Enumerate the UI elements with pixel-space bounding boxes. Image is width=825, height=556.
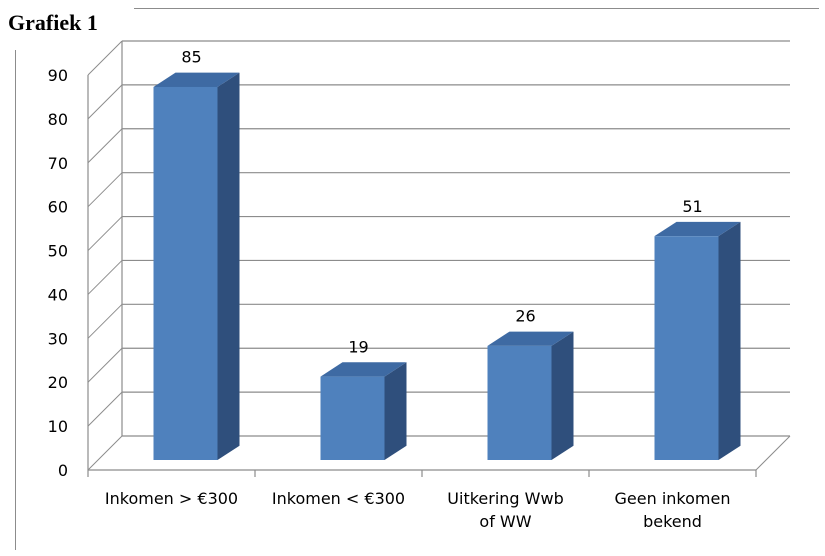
bar-top bbox=[153, 72, 240, 87]
y-tick-label: 80 bbox=[48, 110, 68, 129]
x-category-label: Geen inkomen bekend bbox=[615, 489, 731, 531]
gridline-depth bbox=[87, 40, 123, 76]
bar-top bbox=[320, 362, 407, 377]
gridline-depth bbox=[87, 172, 123, 208]
y-tick-label: 20 bbox=[48, 373, 68, 392]
chart-title: Grafiek 1 bbox=[8, 10, 98, 35]
y-tick-label: 60 bbox=[48, 198, 68, 217]
floor-right-edge bbox=[755, 435, 791, 471]
y-tick-label: 40 bbox=[48, 285, 68, 304]
y-tick-label: 70 bbox=[48, 154, 68, 173]
gridline-depth bbox=[87, 216, 123, 251]
x-category-label: Inkomen < €300 bbox=[272, 489, 405, 508]
bar-front bbox=[487, 345, 552, 460]
data-label: 26 bbox=[515, 307, 535, 326]
x-category-label: Uitkering Wwb of WW bbox=[447, 489, 563, 531]
bar-top bbox=[487, 331, 574, 346]
bar-top bbox=[654, 221, 741, 237]
gridline-depth bbox=[87, 260, 123, 295]
gridline-depth bbox=[87, 391, 123, 427]
data-labels: 85 19 26 51 bbox=[181, 48, 702, 357]
gridline-depth bbox=[87, 435, 123, 471]
y-tick-label: 0 bbox=[58, 461, 68, 480]
bar-side bbox=[384, 362, 407, 460]
x-axis-category-labels: Inkomen > €300 Inkomen < €300 Uitkering Ww… bbox=[105, 489, 731, 531]
bar-front bbox=[320, 376, 385, 460]
x-category-label: Inkomen > €300 bbox=[105, 489, 238, 508]
bar bbox=[654, 221, 741, 460]
y-axis-tick-labels: 0 10 20 30 40 50 60 70 80 90 bbox=[48, 66, 68, 480]
bar-side bbox=[718, 221, 741, 460]
bar bbox=[153, 72, 240, 461]
y-tick-label: 90 bbox=[48, 66, 68, 85]
chart-bars bbox=[153, 72, 741, 461]
gridline-depth bbox=[87, 84, 123, 120]
gridline-depth bbox=[87, 128, 123, 164]
gridline-depth bbox=[87, 303, 123, 339]
bar-front bbox=[153, 86, 218, 460]
bar-side bbox=[217, 72, 240, 461]
data-label: 51 bbox=[682, 197, 702, 216]
bar bbox=[487, 331, 574, 460]
title-divider bbox=[134, 8, 819, 9]
y-tick-label: 30 bbox=[48, 329, 68, 348]
bar-front bbox=[654, 236, 719, 460]
y-tick-label: 50 bbox=[48, 242, 68, 261]
bar-side bbox=[551, 331, 574, 460]
chart-axes bbox=[87, 41, 791, 477]
data-label: 85 bbox=[181, 48, 201, 67]
y-tick-label: 10 bbox=[48, 417, 68, 436]
gridline-depth bbox=[87, 347, 123, 383]
data-label: 19 bbox=[348, 337, 368, 356]
left-frame-line bbox=[15, 50, 16, 550]
bar bbox=[320, 362, 407, 460]
